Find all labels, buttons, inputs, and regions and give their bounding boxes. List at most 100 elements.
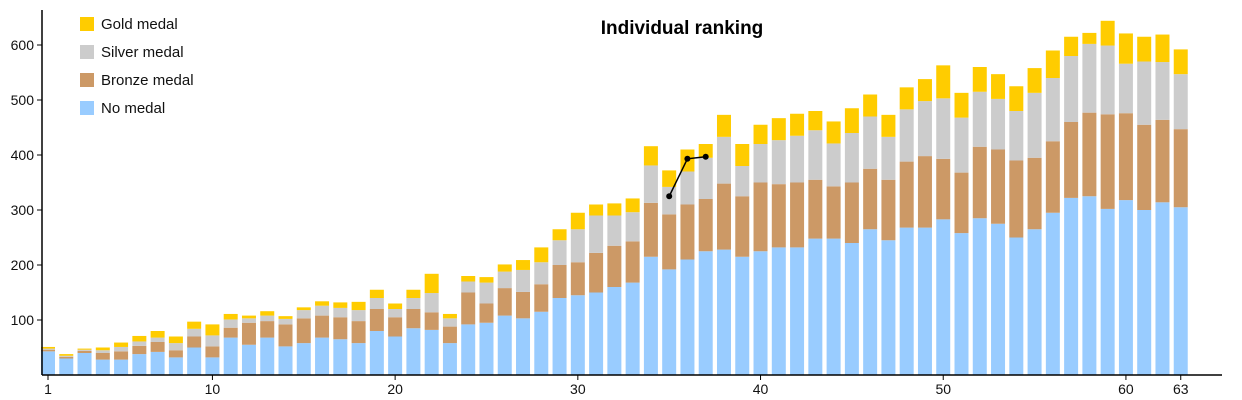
bar-segment-gold-medal (698, 144, 713, 158)
bar-segment-gold-medal (1045, 50, 1060, 78)
bar-segment-gold-medal (790, 113, 805, 136)
bar-segment-gold-medal (863, 94, 878, 117)
bar-segment-no-medal (972, 218, 987, 375)
bar-segment-no-medal (260, 337, 275, 375)
bar-segment-silver-medal (716, 136, 731, 184)
bar-segment-bronze-medal (388, 317, 403, 337)
bar-segment-gold-medal (223, 313, 238, 320)
bar-segment-no-medal (1137, 210, 1152, 375)
bar-segment-gold-medal (95, 347, 110, 351)
bar-segment-gold-medal (826, 121, 841, 144)
bar-segment-silver-medal (991, 98, 1006, 150)
y-tick-label: 200 (11, 257, 35, 273)
bar-segment-no-medal (1118, 200, 1133, 375)
bar-segment-silver-medal (260, 315, 275, 322)
bar-segment-gold-medal (625, 198, 640, 213)
bar-segment-gold-medal (59, 354, 74, 356)
bar-segment-no-medal (41, 351, 55, 375)
bar-segment-gold-medal (1118, 33, 1133, 64)
bar-segment-bronze-medal (241, 322, 256, 345)
x-tick-label: 1 (44, 381, 52, 397)
bar-segment-no-medal (150, 351, 165, 375)
bar-segment-bronze-medal (753, 182, 768, 252)
bar-segment-gold-medal (351, 301, 366, 311)
bar-segment-gold-medal (936, 65, 951, 99)
bar-segment-bronze-medal (461, 292, 476, 325)
bar-segment-bronze-medal (424, 312, 439, 330)
bar-segment-bronze-medal (881, 179, 896, 241)
annotation-point (666, 193, 673, 200)
chart-title: Individual ranking (601, 18, 764, 39)
bar-segment-silver-medal (881, 136, 896, 180)
bar-segment-silver-medal (917, 101, 932, 157)
bar-segment-gold-medal (1137, 36, 1152, 62)
bar-segment-silver-medal (516, 269, 531, 292)
bar-segment-gold-medal (917, 79, 932, 102)
bar-segment-gold-medal (497, 264, 512, 272)
bar-segment-silver-medal (1137, 61, 1152, 125)
bar-segment-silver-medal (735, 166, 750, 197)
bar-segment-no-medal (1045, 212, 1060, 375)
annotation-layer (666, 153, 709, 200)
bar-segment-no-medal (168, 357, 183, 375)
bar-segment-gold-medal (1064, 36, 1079, 56)
bar-segment-bronze-medal (589, 252, 604, 293)
bar-segment-silver-medal (296, 310, 311, 319)
bar-segment-gold-medal (643, 146, 658, 166)
bar-segment-no-medal (77, 353, 92, 375)
annotation-point (684, 155, 691, 162)
bar-segment-no-medal (333, 339, 348, 375)
bar-segment-silver-medal (771, 140, 786, 185)
bar-segment-silver-medal (497, 271, 512, 289)
bar-segment-bronze-medal (1009, 160, 1024, 238)
bar-segment-gold-medal (954, 92, 969, 118)
bar-segment-bronze-medal (315, 315, 330, 338)
bar-segment-no-medal (95, 359, 110, 375)
bar-segment-silver-medal (790, 135, 805, 183)
bar-segment-bronze-medal (552, 265, 567, 298)
bar-segment-bronze-medal (260, 321, 275, 338)
x-tick-label: 20 (387, 381, 403, 397)
bar-segment-silver-medal (589, 215, 604, 253)
axes-layer: 100 200 300 400 500 600 1 10 20 30 40 50 60 63 (11, 10, 1222, 397)
bar-segment-silver-medal (241, 318, 256, 323)
bar-segment-no-medal (753, 251, 768, 375)
bar-segment-gold-medal (753, 124, 768, 144)
bar-segment-silver-medal (698, 157, 713, 199)
bar-segment-silver-medal (643, 165, 658, 203)
bar-segment-silver-medal (132, 341, 147, 346)
bar-segment-no-medal (589, 292, 604, 375)
bar-segment-silver-medal (899, 109, 914, 162)
bar-segment-no-medal (1064, 197, 1079, 375)
y-tick-label: 500 (11, 92, 35, 108)
bar-segment-gold-medal (369, 289, 384, 298)
bar-segment-bronze-medal (497, 288, 512, 316)
bar-segment-no-medal (315, 337, 330, 375)
bar-segment-bronze-medal (95, 353, 110, 360)
bar-segment-no-medal (187, 347, 202, 375)
bar-segment-gold-medal (716, 114, 731, 137)
bar-segment-silver-medal (205, 335, 220, 347)
bar-segment-bronze-medal (205, 346, 220, 358)
bar-segment-bronze-medal (351, 321, 366, 344)
bar-segment-gold-medal (899, 87, 914, 110)
bar-segment-bronze-medal (77, 350, 92, 353)
bar-segment-bronze-medal (1064, 122, 1079, 198)
bar-segment-silver-medal (1082, 43, 1097, 113)
bar-segment-gold-medal (589, 204, 604, 216)
bar-segment-silver-medal (461, 281, 476, 293)
bar-segment-no-medal (991, 223, 1006, 375)
bar-segment-no-medal (954, 233, 969, 375)
bar-segment-gold-medal (972, 67, 987, 92)
bar-segment-silver-medal (972, 91, 987, 147)
bar-segment-silver-medal (351, 310, 366, 322)
bar-segment-no-medal (205, 357, 220, 375)
bar-segment-silver-medal (406, 298, 421, 309)
bar-segment-bronze-medal (735, 196, 750, 257)
bar-segment-no-medal (881, 240, 896, 375)
bar-segment-no-medal (570, 295, 585, 375)
bar-segment-no-medal (899, 227, 914, 375)
bar-segment-no-medal (917, 227, 932, 375)
bar-segment-silver-medal (424, 293, 439, 313)
bar-segment-gold-medal (260, 311, 275, 316)
